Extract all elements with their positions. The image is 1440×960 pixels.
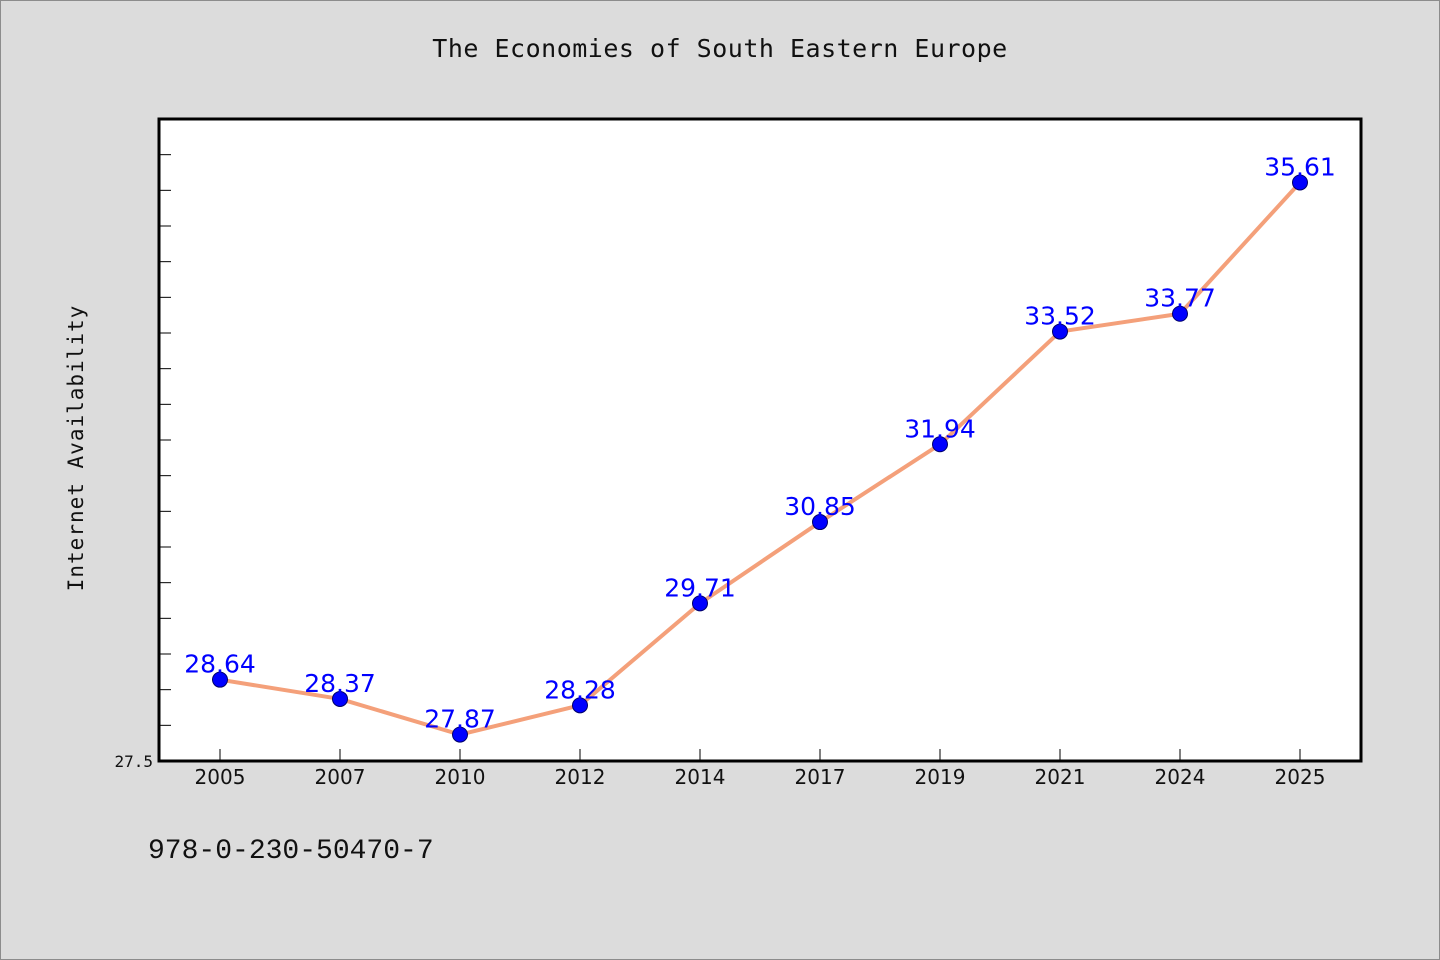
data-point <box>692 595 708 612</box>
chart-title: The Economies of South Eastern Europe <box>432 34 1008 63</box>
x-tick-label: 2024 <box>1155 765 1206 789</box>
x-tick-label: 2007 <box>315 765 366 789</box>
x-tick-label: 2021 <box>1035 765 1086 789</box>
data-point <box>812 514 828 531</box>
x-tick-label: 2025 <box>1275 765 1326 789</box>
data-point <box>1052 323 1068 340</box>
x-tick-label: 2012 <box>555 765 606 789</box>
data-label: 33.52 <box>1024 302 1096 331</box>
data-point <box>1292 174 1308 191</box>
data-label: 33.77 <box>1144 284 1216 313</box>
x-axis-ticks: 2005 2007 2010 2012 2014 2017 2019 2021 2024 2025 <box>195 749 1326 789</box>
x-tick-label: 2014 <box>675 765 726 789</box>
series-layer <box>218 180 1302 737</box>
y-tick-label: 27.5 <box>114 752 153 771</box>
plot-border <box>157 117 1363 763</box>
x-tick-label: 2005 <box>195 765 246 789</box>
data-label: 28.37 <box>304 669 376 698</box>
data-point <box>212 671 228 688</box>
data-point <box>452 726 468 743</box>
x-tick-label: 2010 <box>435 765 486 789</box>
data-label: 29.71 <box>664 573 736 602</box>
x-tick-label: 2019 <box>915 765 966 789</box>
data-label: 27.87 <box>424 705 496 734</box>
data-label: 28.28 <box>544 675 616 704</box>
data-point <box>332 690 348 707</box>
data-label: 30.85 <box>784 492 856 521</box>
data-label: 28.64 <box>184 650 256 679</box>
plot-area <box>159 119 1361 761</box>
marker-layer <box>212 174 1308 743</box>
data-point <box>932 436 948 453</box>
data-point <box>1172 305 1188 322</box>
data-point <box>572 697 588 714</box>
data-label-layer: 28.64 28.37 27.87 28.28 29.71 30.85 31.94 33.52… <box>184 152 1336 733</box>
x-tick-label: 2017 <box>795 765 846 789</box>
data-label: 31.94 <box>904 414 976 443</box>
footer-code: 978-0-230-50470-7 <box>148 836 434 867</box>
data-label: 35.61 <box>1264 152 1336 181</box>
series-line <box>218 180 1302 737</box>
